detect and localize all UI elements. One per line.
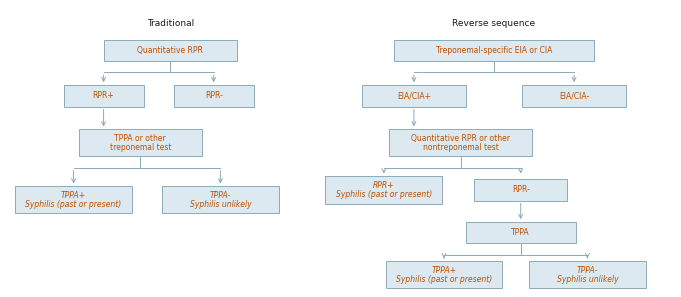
- Text: Quantitative RPR: Quantitative RPR: [138, 46, 203, 55]
- FancyBboxPatch shape: [466, 222, 575, 244]
- Text: RPR+: RPR+: [373, 181, 394, 190]
- Text: Syphilis (past or present): Syphilis (past or present): [25, 200, 122, 209]
- FancyBboxPatch shape: [326, 176, 442, 203]
- Text: TPPA or other: TPPA or other: [114, 134, 166, 143]
- Text: RPR+: RPR+: [93, 91, 114, 100]
- Text: treponemal test: treponemal test: [110, 143, 171, 152]
- Text: RPR-: RPR-: [205, 91, 223, 100]
- FancyBboxPatch shape: [78, 129, 202, 157]
- FancyBboxPatch shape: [104, 40, 237, 61]
- FancyBboxPatch shape: [362, 85, 466, 107]
- Text: TPPA+: TPPA+: [61, 191, 86, 200]
- Text: Reverse sequence: Reverse sequence: [452, 19, 535, 28]
- Text: nontreponemal test: nontreponemal test: [423, 143, 498, 152]
- Text: EIA/CIA-: EIA/CIA-: [559, 91, 589, 100]
- Text: RPR-: RPR-: [511, 185, 530, 195]
- Text: TPPA+: TPPA+: [431, 266, 456, 275]
- FancyBboxPatch shape: [474, 179, 567, 201]
- FancyBboxPatch shape: [522, 85, 626, 107]
- FancyBboxPatch shape: [529, 261, 646, 288]
- Text: TPPA-: TPPA-: [210, 191, 231, 200]
- Text: Syphilis unlikely: Syphilis unlikely: [556, 275, 618, 284]
- Text: Syphilis (past or present): Syphilis (past or present): [396, 275, 492, 284]
- Text: Quantitative RPR or other: Quantitative RPR or other: [411, 134, 510, 143]
- Text: Syphilis unlikely: Syphilis unlikely: [189, 200, 251, 209]
- FancyBboxPatch shape: [174, 85, 254, 107]
- FancyBboxPatch shape: [385, 261, 503, 288]
- Text: Syphilis (past or present): Syphilis (past or present): [336, 190, 432, 199]
- Text: Traditional: Traditional: [146, 19, 194, 28]
- FancyBboxPatch shape: [389, 129, 533, 157]
- Text: TPPA-: TPPA-: [577, 266, 598, 275]
- FancyBboxPatch shape: [162, 187, 279, 214]
- Text: EIA/CIA+: EIA/CIA+: [397, 91, 431, 100]
- Text: Treponemal-specific EIA or CIA: Treponemal-specific EIA or CIA: [436, 46, 552, 55]
- FancyBboxPatch shape: [394, 40, 594, 61]
- FancyBboxPatch shape: [15, 187, 132, 214]
- Text: TPPA: TPPA: [511, 228, 530, 237]
- FancyBboxPatch shape: [63, 85, 144, 107]
